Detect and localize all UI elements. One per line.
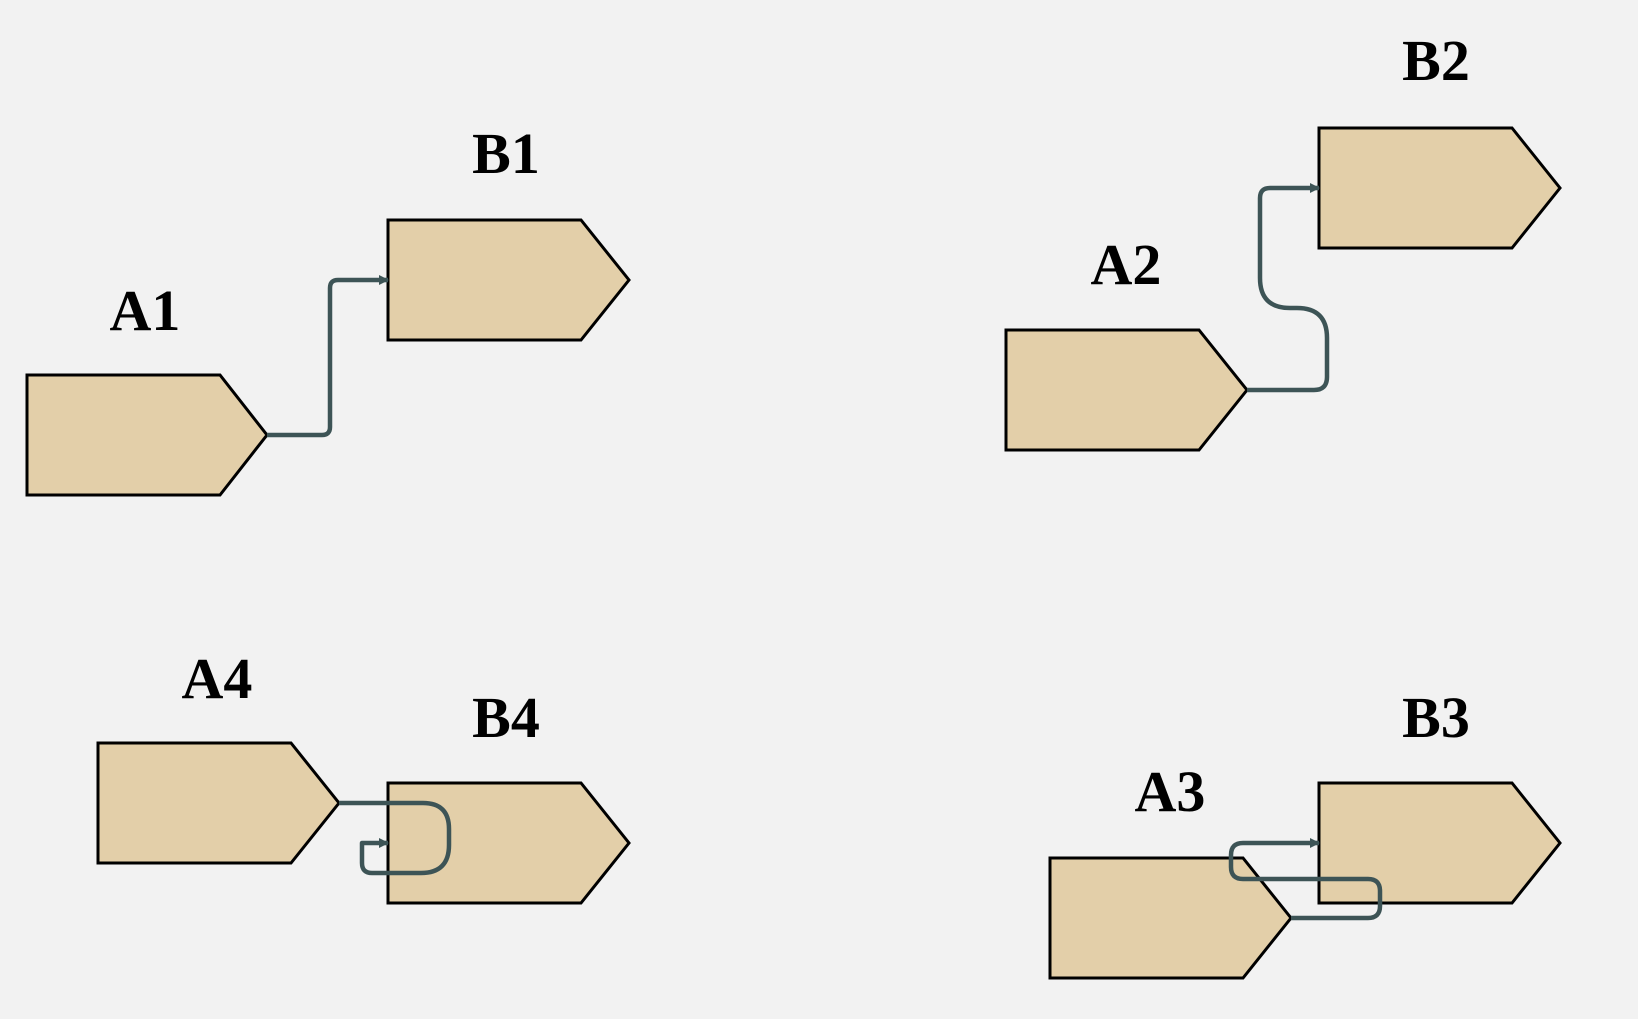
node-shape-b2[interactable] [1317, 126, 1562, 250]
connector-a1-b1[interactable] [267, 275, 389, 438]
node-label-a2: A2 [1091, 232, 1162, 297]
node-shape-a3[interactable] [1048, 856, 1293, 980]
node-label-b1: B1 [472, 121, 540, 186]
node-label-a1: A1 [110, 278, 181, 343]
node-shape-a1[interactable] [25, 373, 269, 497]
node-label-b3: B3 [1402, 685, 1470, 750]
node-label-a4: A4 [182, 646, 253, 711]
connector-a3-b3[interactable] [1228, 838, 1383, 921]
node-shape-b3[interactable] [1317, 781, 1562, 905]
node-shape-b1[interactable] [386, 218, 631, 342]
node-label-b2: B2 [1402, 28, 1470, 93]
node-shape-a4[interactable] [96, 741, 341, 865]
connector-a2-b2[interactable] [1247, 183, 1330, 393]
connector-a4-b4[interactable] [339, 800, 452, 876]
node-label-a3: A3 [1135, 759, 1206, 824]
node-shape-b4[interactable] [386, 781, 631, 905]
node-shape-a2[interactable] [1004, 328, 1249, 452]
node-label-b4: B4 [472, 685, 540, 750]
